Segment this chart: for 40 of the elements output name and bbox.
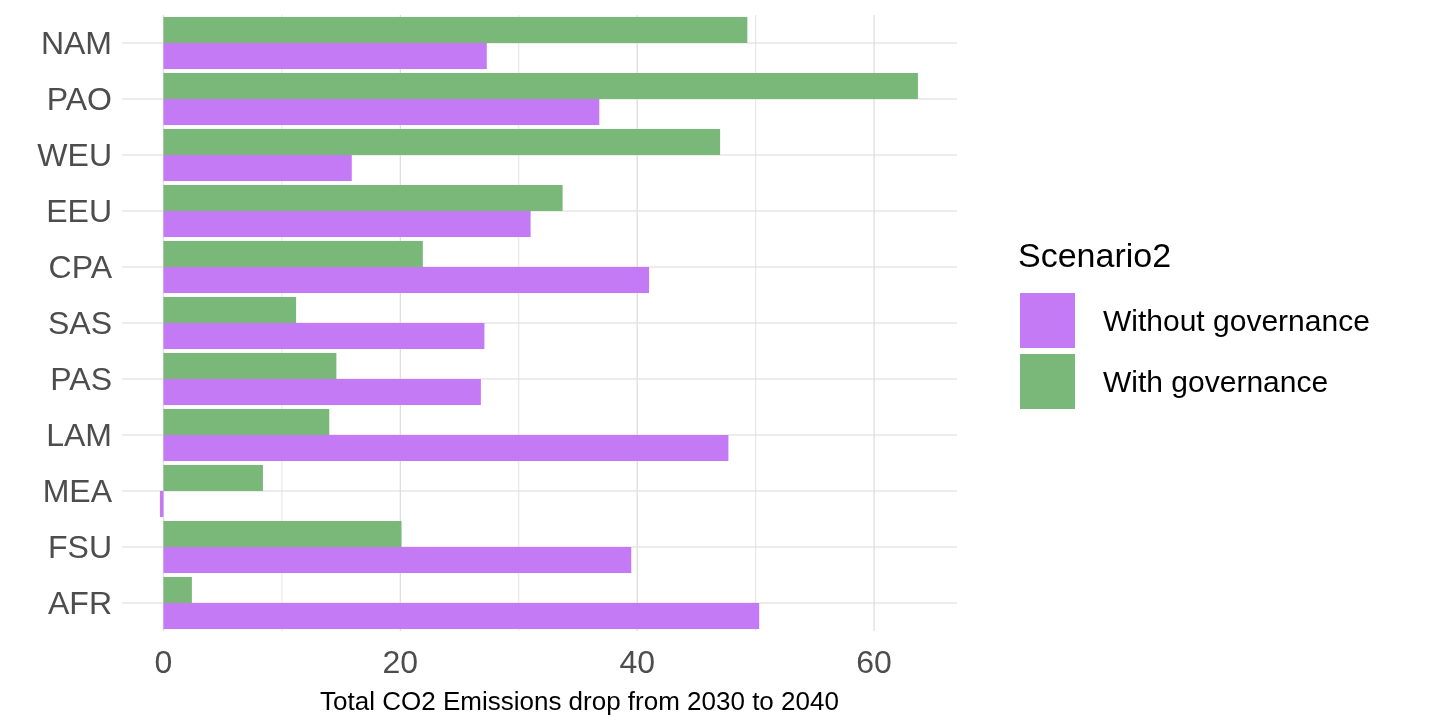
bar [163, 408, 330, 435]
legend-label: Without governance [1103, 303, 1370, 337]
bar [163, 155, 352, 182]
bar [163, 99, 600, 126]
bar [163, 464, 263, 491]
bar [163, 267, 650, 294]
y-tick-label: SAS [47, 305, 112, 342]
x-tick-label: 60 [856, 644, 892, 680]
y-tick-label: PAS [50, 361, 112, 398]
bar [163, 603, 760, 630]
x-axis-title: Total CO2 Emissions drop from 2030 to 2040 [320, 686, 839, 716]
y-tick-label: MEA [42, 473, 113, 510]
x-tick-label: 40 [619, 644, 656, 680]
bar [163, 16, 748, 43]
bar [163, 296, 297, 323]
bar [163, 379, 481, 406]
y-tick-label: LAM [46, 417, 112, 454]
y-tick-label: FSU [48, 529, 112, 566]
bar [163, 184, 563, 211]
x-tick-label: 0 [154, 644, 173, 680]
x-tick-label: 20 [382, 644, 419, 680]
bar [163, 43, 487, 70]
bar [163, 576, 192, 603]
y-tick-label: CPA [48, 249, 113, 286]
bar [163, 435, 729, 462]
legend-title: Scenario2 [1018, 236, 1172, 274]
bar [163, 520, 402, 547]
bar [163, 547, 632, 574]
y-tick-label: WEU [37, 137, 112, 174]
y-tick-label: EEU [46, 193, 112, 230]
bar [163, 211, 531, 238]
bar [163, 72, 918, 99]
bar [163, 240, 423, 267]
y-tick-label: NAM [40, 25, 112, 62]
bar [163, 323, 485, 350]
legend-label: With governance [1103, 364, 1329, 398]
y-tick-label: PAO [46, 81, 112, 118]
bar [163, 128, 721, 155]
bar [163, 352, 337, 379]
y-tick-label: AFR [48, 585, 112, 622]
